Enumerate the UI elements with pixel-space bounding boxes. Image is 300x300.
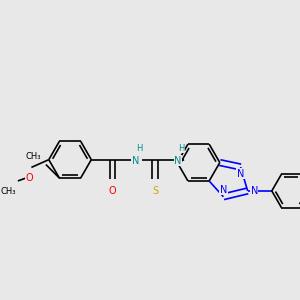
Text: CH₃: CH₃ (26, 152, 41, 161)
Text: N: N (132, 156, 139, 166)
Text: N: N (237, 169, 244, 179)
Text: H: H (178, 144, 184, 153)
Text: O: O (109, 186, 116, 196)
Text: H: H (136, 144, 142, 153)
Text: O: O (26, 173, 33, 183)
Text: S: S (152, 186, 158, 196)
Text: CH₃: CH₃ (0, 187, 16, 196)
Text: N: N (174, 156, 182, 166)
Text: N: N (250, 186, 258, 196)
Text: N: N (220, 185, 227, 195)
